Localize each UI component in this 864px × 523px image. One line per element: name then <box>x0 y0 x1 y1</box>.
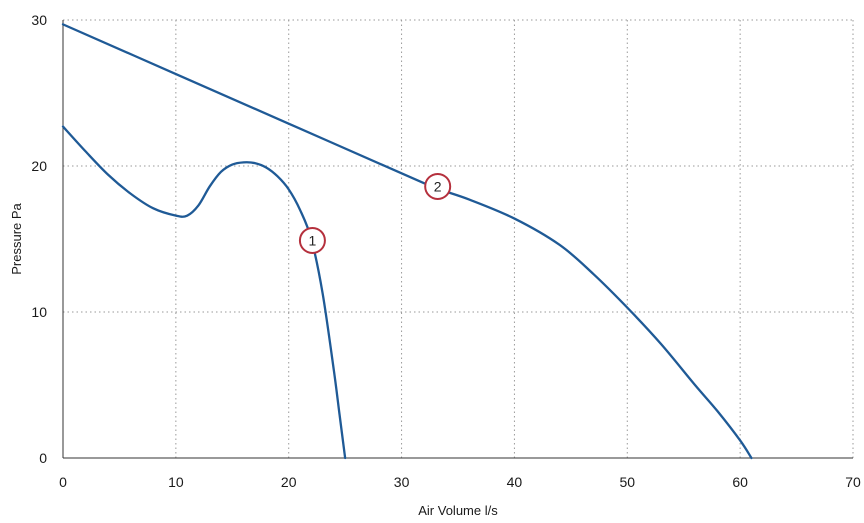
y-tick-label: 10 <box>31 304 47 320</box>
x-axis-title: Air Volume l/s <box>418 503 498 518</box>
grid-lines <box>63 19 854 458</box>
curve-markers: 12 <box>298 172 452 254</box>
x-tick-labels: 0 10 20 30 40 50 60 70 <box>59 474 861 490</box>
x-tick-label: 60 <box>732 474 748 490</box>
x-tick-label: 10 <box>168 474 184 490</box>
fan-curve-1 <box>61 125 347 460</box>
curve-marker-2: 2 <box>424 172 452 200</box>
marker-label: 2 <box>434 178 442 194</box>
x-tick-label: 20 <box>281 474 297 490</box>
series-lines <box>61 23 753 460</box>
x-tick-label: 0 <box>59 474 67 490</box>
fan-curve-2 <box>61 23 753 460</box>
x-tick-label: 50 <box>619 474 635 490</box>
x-tick-label: 40 <box>507 474 523 490</box>
curve-marker-1: 1 <box>298 226 326 254</box>
axes <box>62 20 853 459</box>
x-tick-label: 70 <box>845 474 861 490</box>
y-tick-labels: 0 10 20 30 <box>31 12 47 466</box>
marker-circle <box>424 172 452 200</box>
y-tick-label: 0 <box>39 450 47 466</box>
y-axis-title: Pressure Pa <box>9 202 24 274</box>
y-tick-label: 30 <box>31 12 47 28</box>
y-tick-label: 20 <box>31 158 47 174</box>
x-tick-label: 30 <box>394 474 410 490</box>
marker-circle <box>298 226 326 254</box>
marker-label: 1 <box>309 232 317 248</box>
